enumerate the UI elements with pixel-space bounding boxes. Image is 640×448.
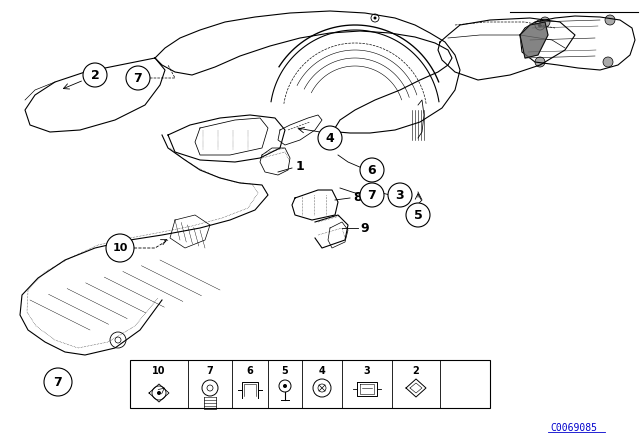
- Text: 7: 7: [367, 189, 376, 202]
- Circle shape: [603, 57, 613, 67]
- Text: 4: 4: [326, 132, 334, 145]
- Text: 8: 8: [353, 190, 362, 203]
- Text: 6: 6: [246, 366, 253, 376]
- Circle shape: [126, 66, 150, 90]
- Text: 3: 3: [364, 366, 371, 376]
- Text: 4: 4: [319, 366, 325, 376]
- Text: C0069085: C0069085: [550, 423, 598, 433]
- Text: 2: 2: [413, 366, 419, 376]
- Text: 10: 10: [152, 366, 166, 376]
- Bar: [130, 360, 490, 408]
- Polygon shape: [520, 22, 548, 58]
- Text: 10: 10: [112, 243, 128, 253]
- Text: 7: 7: [207, 366, 213, 376]
- Text: 3: 3: [396, 189, 404, 202]
- Circle shape: [406, 203, 430, 227]
- Text: 7: 7: [54, 375, 62, 388]
- Text: 5: 5: [413, 208, 422, 221]
- Circle shape: [605, 15, 615, 25]
- Circle shape: [283, 384, 287, 388]
- Circle shape: [535, 57, 545, 67]
- Circle shape: [106, 234, 134, 262]
- Text: 7: 7: [134, 72, 142, 85]
- Circle shape: [83, 63, 107, 87]
- Circle shape: [360, 158, 384, 182]
- Text: 2: 2: [91, 69, 99, 82]
- Circle shape: [44, 368, 72, 396]
- Circle shape: [360, 183, 384, 207]
- Text: 9: 9: [360, 221, 369, 234]
- Circle shape: [388, 183, 412, 207]
- Text: 5: 5: [282, 366, 289, 376]
- Circle shape: [540, 17, 550, 27]
- Circle shape: [318, 126, 342, 150]
- Circle shape: [157, 391, 161, 395]
- Text: 6: 6: [368, 164, 376, 177]
- Circle shape: [538, 23, 542, 27]
- Text: 1: 1: [296, 159, 305, 172]
- Circle shape: [374, 17, 376, 20]
